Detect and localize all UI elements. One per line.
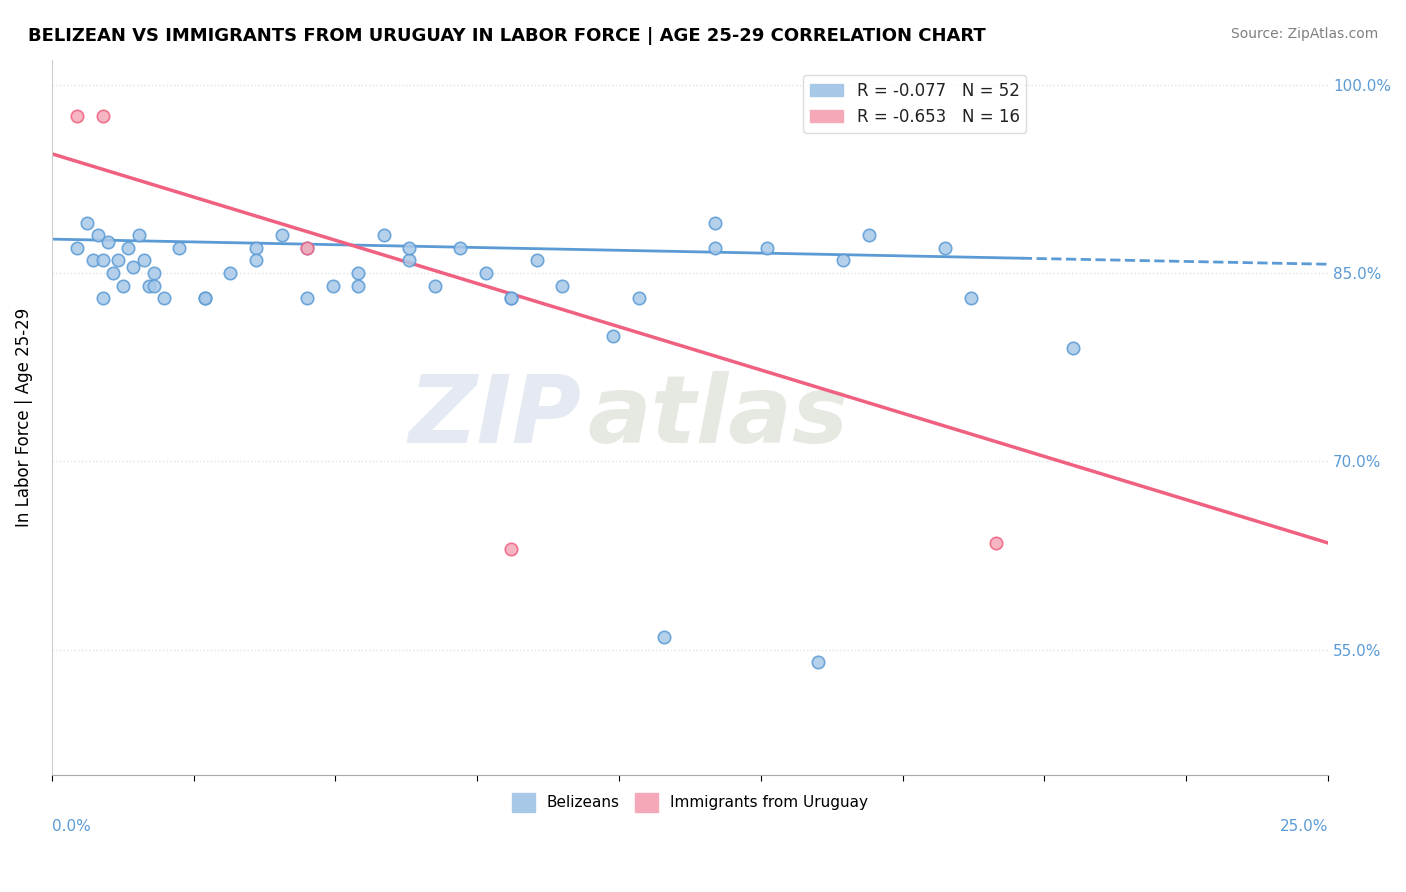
Point [112, 278, 135, 293]
Point [398, 253, 420, 268]
Point [117, 241, 139, 255]
Text: Source: ZipAtlas.com: Source: ZipAtlas.com [1230, 27, 1378, 41]
Point [934, 241, 956, 255]
Point [91, 109, 114, 123]
Y-axis label: In Labor Force | Age 25-29: In Labor Force | Age 25-29 [15, 308, 32, 527]
Point [76, 216, 98, 230]
Point [295, 291, 318, 305]
Point [122, 260, 145, 274]
Point [138, 278, 160, 293]
Point [86, 228, 108, 243]
Point [602, 328, 624, 343]
Point [501, 291, 523, 305]
Point [169, 241, 191, 255]
Point [82, 253, 104, 268]
Point [449, 241, 471, 255]
Point [551, 278, 574, 293]
Point [295, 241, 318, 255]
Point [704, 241, 727, 255]
Legend: Belizeans, Immigrants from Uruguay: Belizeans, Immigrants from Uruguay [506, 787, 875, 818]
Point [107, 253, 129, 268]
Point [194, 291, 217, 305]
Point [347, 278, 370, 293]
Text: atlas: atlas [588, 371, 849, 464]
Point [858, 228, 880, 243]
Point [66, 109, 89, 123]
Point [373, 228, 395, 243]
Point [627, 291, 650, 305]
Point [91, 253, 114, 268]
Point [654, 630, 676, 644]
Point [219, 266, 242, 280]
Point [704, 216, 727, 230]
Point [322, 278, 344, 293]
Point [1062, 342, 1084, 356]
Point [132, 253, 155, 268]
Point [501, 542, 523, 557]
Point [270, 228, 292, 243]
Point [153, 291, 176, 305]
Point [245, 253, 267, 268]
Text: BELIZEAN VS IMMIGRANTS FROM URUGUAY IN LABOR FORCE | AGE 25-29 CORRELATION CHART: BELIZEAN VS IMMIGRANTS FROM URUGUAY IN L… [28, 27, 986, 45]
Point [423, 278, 446, 293]
Point [347, 266, 370, 280]
Point [959, 291, 981, 305]
Point [755, 241, 778, 255]
Point [128, 228, 150, 243]
Point [101, 266, 124, 280]
Point [295, 241, 318, 255]
Point [526, 253, 548, 268]
Text: ZIP: ZIP [409, 371, 582, 464]
Point [398, 241, 420, 255]
Point [66, 241, 89, 255]
Point [986, 536, 1008, 550]
Point [97, 235, 120, 249]
Point [91, 291, 114, 305]
Text: 25.0%: 25.0% [1279, 819, 1329, 834]
Text: 0.0%: 0.0% [52, 819, 90, 834]
Point [832, 253, 855, 268]
Point [142, 278, 165, 293]
Point [806, 655, 828, 669]
Point [194, 291, 217, 305]
Point [142, 266, 165, 280]
Point [474, 266, 496, 280]
Point [501, 291, 523, 305]
Point [245, 241, 267, 255]
